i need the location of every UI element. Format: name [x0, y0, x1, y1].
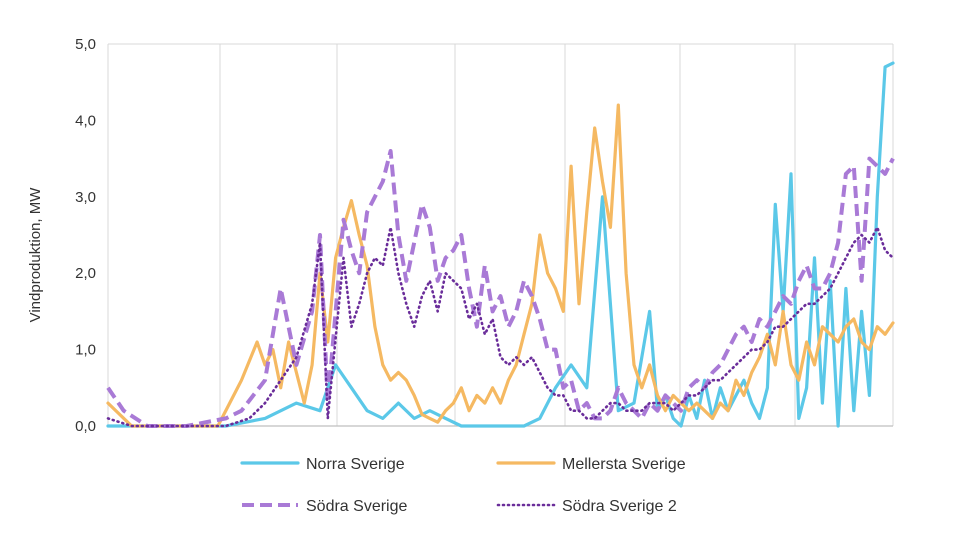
y-tick-label: 1,0: [75, 342, 96, 359]
y-tick-label: 2,0: [75, 265, 96, 282]
series-line-4: [106, 226, 895, 428]
y-tick-label: 0,0: [75, 418, 96, 435]
legend-item-4: Södra Sverige 2: [496, 498, 677, 515]
y-tick-label: 4,0: [75, 112, 96, 129]
y-axis-label: Vindproduktion, MW: [27, 187, 44, 323]
series-line-1: [106, 61, 895, 428]
chart-grid: [107, 43, 894, 427]
legend-label: Södra Sverige 2: [562, 498, 677, 515]
legend-label: Mellersta Sverige: [562, 456, 686, 473]
legend-item-1: Norra Sverige: [240, 456, 405, 473]
plot-area: [106, 61, 895, 428]
legend: Norra Sverige Mellersta Sverige Södra Sver…: [240, 456, 686, 515]
series-line-2: [106, 103, 895, 428]
y-tick-label: 3,0: [75, 189, 96, 206]
legend-item-3: Södra Sverige: [242, 498, 407, 515]
legend-item-2: Mellersta Sverige: [496, 456, 686, 473]
legend-label: Södra Sverige: [306, 498, 407, 515]
y-axis-ticks: 0,0 1,0 2,0 3,0 4,0 5,0: [75, 36, 96, 435]
y-tick-label: 5,0: [75, 36, 96, 53]
legend-label: Norra Sverige: [306, 456, 405, 473]
series-line-3: [106, 149, 895, 428]
